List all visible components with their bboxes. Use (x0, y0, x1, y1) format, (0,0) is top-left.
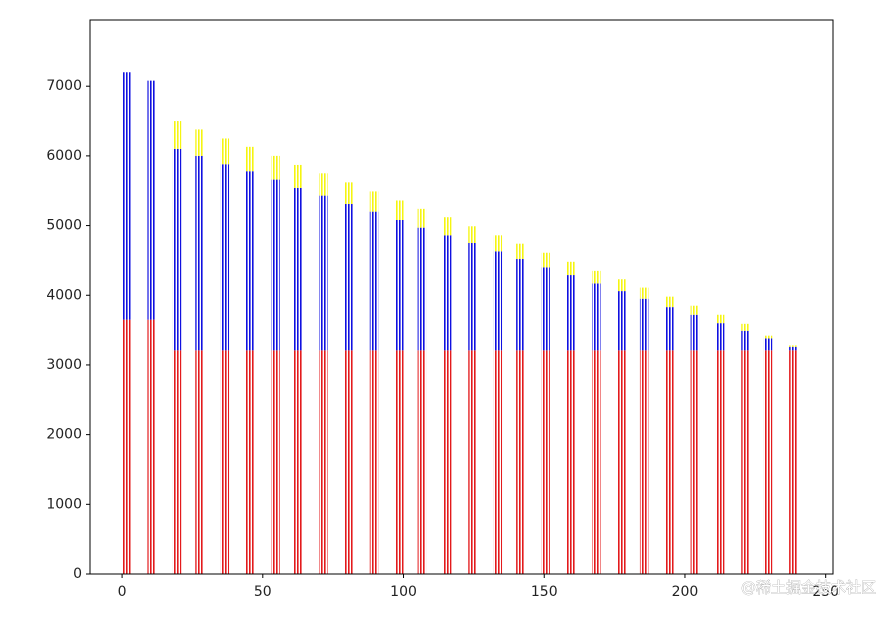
bar-segment (344, 350, 353, 574)
bar-segment (665, 296, 674, 308)
y-tick-label: 0 (73, 566, 82, 582)
y-tick-label: 6000 (46, 148, 82, 164)
bar-segment (566, 350, 576, 574)
bar-segment (319, 350, 328, 574)
bar-segment (245, 350, 255, 574)
bar-segment (690, 305, 700, 315)
x-tick-label: 100 (390, 584, 417, 600)
bar-segment (442, 350, 452, 574)
x-tick-label: 0 (118, 584, 127, 600)
bar-segment (122, 319, 131, 574)
bar-segment (566, 261, 576, 276)
bar-segment (195, 155, 204, 351)
bar-segment (319, 195, 328, 351)
bar-segment (220, 164, 230, 351)
bar-segment (147, 319, 156, 574)
y-tick-label: 1000 (46, 496, 82, 512)
bar-segment (172, 121, 182, 149)
bar-segment (715, 350, 725, 574)
bar-segment (271, 179, 280, 351)
bar-segment (293, 350, 303, 574)
x-tick-label: 250 (812, 584, 839, 600)
bar-segment (395, 350, 404, 574)
bar-segment (369, 350, 379, 574)
bar-segment (592, 350, 601, 574)
bar-segment (516, 243, 525, 260)
bar-segment (690, 350, 700, 574)
watermark: @稀土掘金技术社区 (741, 579, 876, 597)
y-tick-label: 4000 (46, 287, 82, 303)
bar-segment (468, 242, 477, 351)
y-tick-label: 3000 (46, 357, 82, 373)
bar-segment (172, 350, 182, 574)
bar-segment (442, 235, 452, 351)
bar-segment (293, 164, 303, 188)
bar-segment (147, 80, 156, 320)
bar-segment (741, 323, 750, 331)
bar-segment (172, 148, 182, 351)
bar-segment (195, 350, 204, 574)
bar-segment (665, 350, 674, 574)
bar-segment (417, 227, 427, 351)
bar-segment (566, 275, 576, 351)
bar-segment (442, 217, 452, 236)
x-tick-label: 200 (672, 584, 699, 600)
bar-segment (541, 267, 550, 351)
y-tick-label: 2000 (46, 427, 82, 443)
bar-segment (516, 259, 525, 351)
bar-segment (369, 211, 379, 351)
bar-segment (789, 346, 798, 351)
bar-segment (220, 138, 230, 165)
bar-segment (763, 338, 773, 351)
bar-segment (516, 350, 525, 574)
bar-segment (195, 129, 204, 156)
bar-segment (395, 219, 404, 351)
bar-segment (319, 173, 328, 196)
bar-segment (417, 350, 427, 574)
bar-segment (763, 335, 773, 339)
bar-segment (541, 252, 550, 268)
bar-segment (493, 350, 503, 574)
bar-segment (690, 314, 700, 351)
bar-segment (293, 187, 303, 351)
bar-segment (493, 235, 503, 252)
bar-segment (468, 350, 477, 574)
bar-segment (617, 350, 626, 574)
bar-segment (395, 200, 404, 220)
y-tick-label: 7000 (46, 78, 82, 94)
bar-segment (617, 291, 626, 351)
bar-segment (271, 350, 280, 574)
bar-segment (639, 350, 649, 574)
bar-segment (493, 251, 503, 351)
bar-segment (763, 350, 773, 574)
bar-segment (592, 283, 601, 351)
bar-segment (245, 171, 255, 351)
bar-segment (271, 155, 280, 180)
bar-segment (592, 270, 601, 284)
bar-segment (741, 350, 750, 574)
bar-segment (344, 203, 353, 351)
bar-segment (344, 182, 353, 204)
x-tick-label: 150 (531, 584, 558, 600)
bar-segment (789, 350, 798, 574)
bar-segment (789, 345, 798, 347)
bar-segment (715, 323, 725, 351)
bar-segment (715, 314, 725, 324)
bar-segment (639, 287, 649, 299)
bar-segment (639, 298, 649, 351)
x-tick-label: 50 (254, 584, 272, 600)
y-tick-label: 5000 (46, 218, 82, 234)
bar-segment (665, 307, 674, 351)
bar-segment (541, 350, 550, 574)
plot-frame (89, 19, 834, 575)
bar-segment (122, 72, 131, 320)
bar-segment (468, 226, 477, 243)
bar-segment (369, 191, 379, 212)
bar-segment (220, 350, 230, 574)
bar-segment (417, 208, 427, 228)
bar-segment (741, 330, 750, 351)
bar-segment (617, 279, 626, 292)
bar-segment (245, 146, 255, 172)
